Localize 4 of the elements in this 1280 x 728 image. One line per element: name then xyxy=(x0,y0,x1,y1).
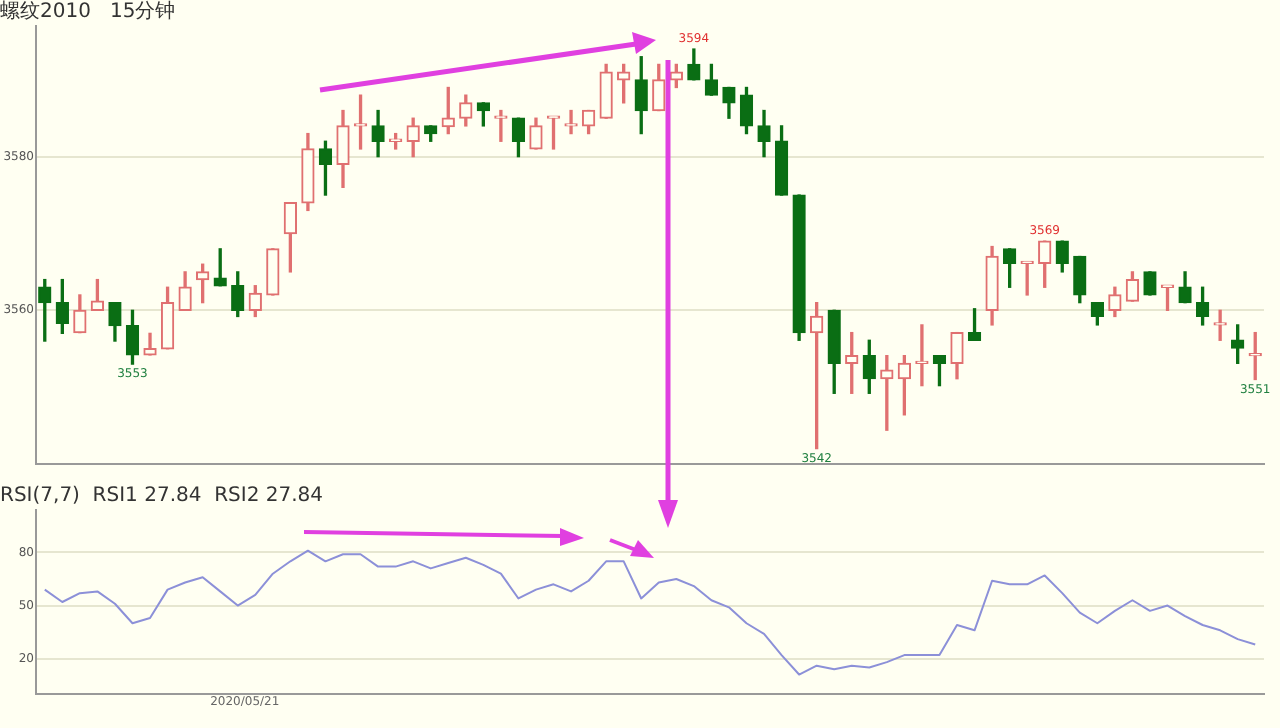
chart-title: RSI(7,7) RSI1 27.84 RSI2 27.84 xyxy=(0,485,323,508)
candlestick xyxy=(1213,309,1227,341)
candlestick xyxy=(564,109,578,135)
chart-title: 螺纹2010 15分钟 xyxy=(0,1,176,24)
